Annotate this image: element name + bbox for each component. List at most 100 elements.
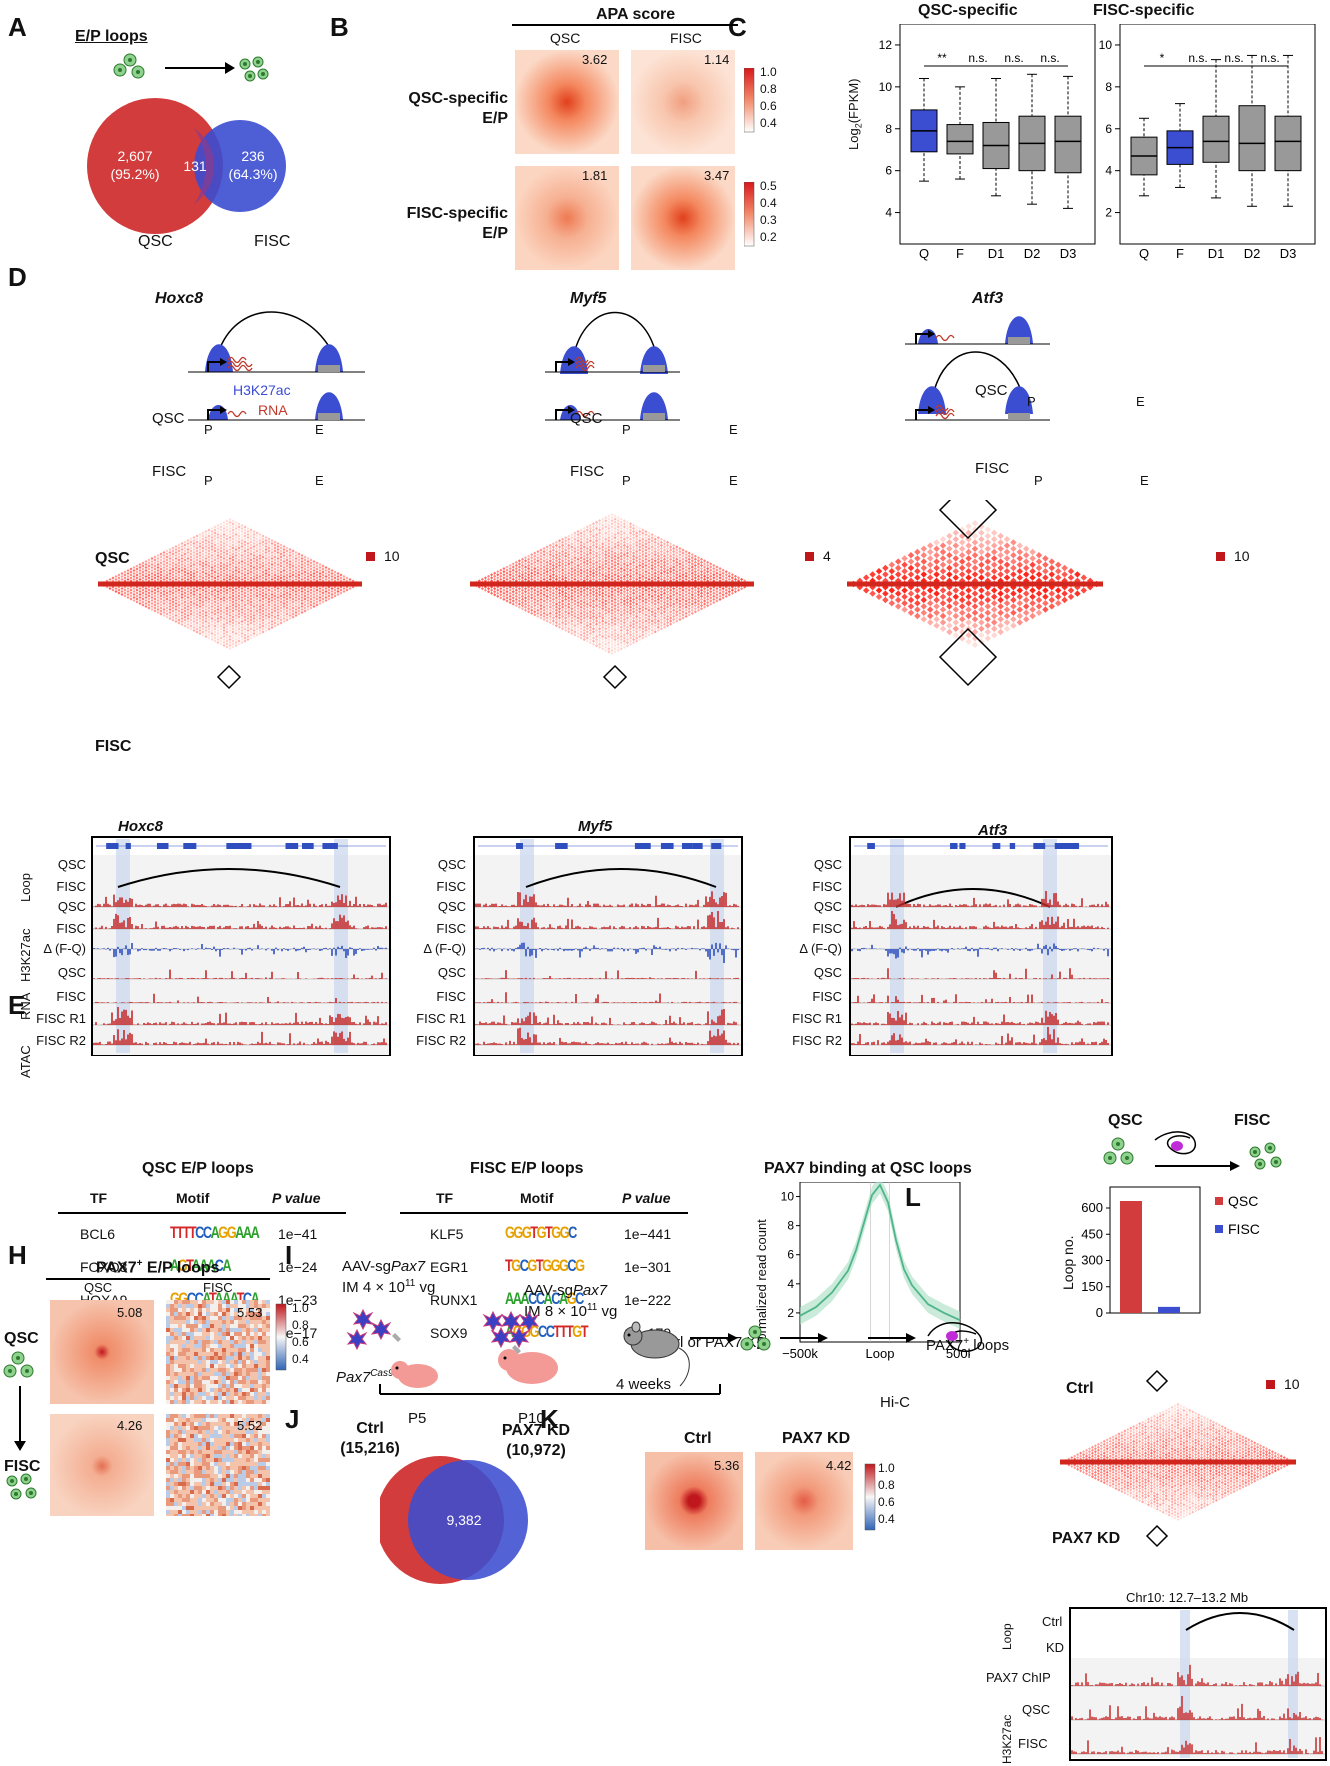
hic-cell xyxy=(703,602,707,606)
hic-cell xyxy=(656,607,660,611)
hic-cell xyxy=(551,576,555,580)
hic-cell xyxy=(579,627,583,631)
hic-cell xyxy=(622,617,626,622)
hic-cell xyxy=(570,591,574,595)
hic-cell xyxy=(530,590,534,594)
hic-cell xyxy=(557,594,562,598)
hic-cell xyxy=(252,572,256,575)
hic-cell xyxy=(570,576,574,580)
hic-cell xyxy=(216,614,220,617)
hic-cell xyxy=(201,609,205,613)
hic-cell xyxy=(508,588,512,592)
hic-cell xyxy=(669,545,673,549)
hic-cell xyxy=(264,554,268,557)
hic-cell xyxy=(628,540,633,544)
hic-cell xyxy=(539,551,543,555)
hic-cell xyxy=(1029,593,1036,600)
hic-cell xyxy=(946,564,953,572)
hic-cell xyxy=(591,565,596,569)
hic-cell xyxy=(613,647,617,651)
hic-cell xyxy=(303,555,307,559)
signal-track xyxy=(93,943,387,958)
hic-cell xyxy=(619,619,623,623)
hic-cell xyxy=(270,578,274,581)
hic-cell xyxy=(524,602,528,606)
hic-cell xyxy=(147,561,151,565)
hic-cell xyxy=(610,617,614,622)
hic-cell xyxy=(598,534,602,538)
noise-cell xyxy=(182,1328,186,1332)
hic-cell xyxy=(625,631,629,635)
hic-cell xyxy=(545,576,549,580)
hic-cell xyxy=(681,551,685,555)
hic-cell xyxy=(111,576,115,580)
hic-cell xyxy=(138,602,142,605)
hic-cell xyxy=(690,608,694,612)
hic-cell xyxy=(219,546,223,550)
hic-cell xyxy=(321,600,325,604)
hic-cell xyxy=(669,560,673,564)
hic-cell xyxy=(666,602,670,606)
hic-cell xyxy=(258,620,262,623)
hic-cell xyxy=(628,621,633,625)
noise-cell xyxy=(174,1356,178,1360)
hic-cell xyxy=(261,594,265,598)
hic-cell xyxy=(681,616,685,620)
hic-cell xyxy=(234,542,238,545)
hic-cell xyxy=(183,576,187,580)
hic-cell xyxy=(604,534,608,538)
hic-cell xyxy=(579,621,583,625)
hic-cell xyxy=(213,594,217,598)
hic-cell xyxy=(159,561,163,565)
hic-cell xyxy=(219,642,223,646)
hic-cell xyxy=(279,573,283,577)
hic-cell xyxy=(1023,545,1030,552)
hic-cell xyxy=(315,576,319,580)
hic-cell xyxy=(984,596,991,604)
hic-cell xyxy=(261,630,265,634)
hic-cell xyxy=(198,617,202,620)
hic-cell xyxy=(604,639,608,643)
hic-cell xyxy=(213,606,217,610)
hic-cell xyxy=(604,519,608,523)
hic-cell xyxy=(644,597,648,601)
hic-cell xyxy=(635,546,639,551)
hic-cell xyxy=(517,559,521,563)
highlight-band xyxy=(116,839,130,1053)
hic-cell xyxy=(315,567,319,571)
hic-cell xyxy=(687,551,691,555)
hic-cell xyxy=(207,612,211,616)
hic-cell xyxy=(927,587,934,594)
hic-cell xyxy=(585,525,589,529)
hic-cell xyxy=(530,559,534,563)
hic-cell xyxy=(715,577,719,581)
hic-cell xyxy=(201,537,205,541)
hic-cell xyxy=(616,617,620,622)
hic-cell xyxy=(267,540,271,544)
noise-cell xyxy=(178,1344,182,1348)
noise-cell xyxy=(170,1324,174,1328)
hic-cell xyxy=(192,608,196,611)
hic-cell xyxy=(920,577,927,584)
hic-cell xyxy=(255,549,259,553)
hic-cell xyxy=(210,575,214,578)
hic-cell xyxy=(138,569,142,572)
hic-cell xyxy=(1010,558,1017,565)
hic-cell xyxy=(672,608,676,612)
hic-cell xyxy=(579,565,583,569)
hic-cell xyxy=(129,576,133,580)
hic-cell xyxy=(585,577,589,581)
hic-cell xyxy=(123,588,127,592)
motif-logo: AGTAAACA xyxy=(170,1256,232,1275)
hic-cell xyxy=(672,611,676,615)
hic-cell xyxy=(1029,612,1036,620)
hic-cell xyxy=(927,593,934,600)
hic-cell xyxy=(520,594,525,598)
hic-cell xyxy=(715,593,719,597)
hic-cell xyxy=(527,591,531,595)
hic-cell xyxy=(625,567,629,571)
hic-cell xyxy=(607,622,611,626)
hic-cell xyxy=(576,600,580,605)
hic-cell xyxy=(1048,558,1055,565)
hic-cell xyxy=(530,602,534,606)
